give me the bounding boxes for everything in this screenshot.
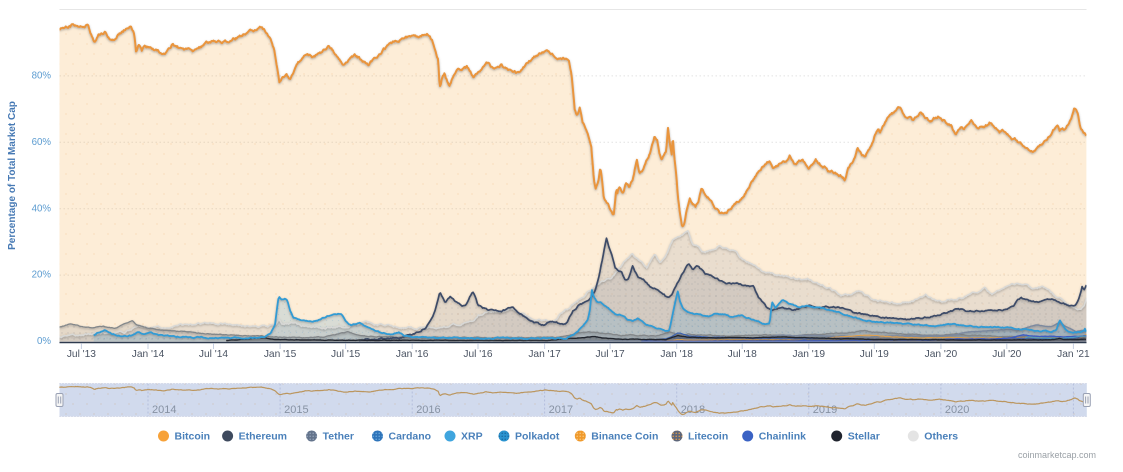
svg-text:Jul '19: Jul '19 bbox=[860, 349, 889, 360]
svg-text:Jan '17: Jan '17 bbox=[528, 349, 561, 360]
svg-text:Jul '18: Jul '18 bbox=[728, 349, 757, 360]
svg-text:Jul '13: Jul '13 bbox=[67, 349, 96, 360]
svg-text:2016: 2016 bbox=[416, 404, 440, 416]
svg-text:Tether: Tether bbox=[323, 431, 354, 443]
svg-text:Others: Others bbox=[924, 431, 958, 443]
svg-text:Jul '14: Jul '14 bbox=[199, 349, 228, 360]
svg-text:Cardano: Cardano bbox=[389, 431, 432, 443]
svg-text:2015: 2015 bbox=[284, 404, 308, 416]
svg-text:Binance Coin: Binance Coin bbox=[591, 431, 658, 443]
svg-text:2019: 2019 bbox=[813, 404, 837, 416]
svg-text:Stellar: Stellar bbox=[848, 431, 880, 443]
svg-text:Bitcoin: Bitcoin bbox=[175, 431, 211, 443]
svg-text:Jul '20: Jul '20 bbox=[992, 349, 1021, 360]
svg-text:Jan '15: Jan '15 bbox=[264, 349, 297, 360]
svg-text:60%: 60% bbox=[32, 137, 52, 148]
svg-text:Jul '15: Jul '15 bbox=[331, 349, 360, 360]
svg-text:Jan '21: Jan '21 bbox=[1057, 349, 1090, 360]
svg-text:XRP: XRP bbox=[461, 431, 483, 443]
svg-text:20%: 20% bbox=[32, 270, 52, 281]
svg-text:Percentage of Total Market Cap: Percentage of Total Market Cap bbox=[7, 101, 18, 250]
svg-text:Jul '17: Jul '17 bbox=[596, 349, 625, 360]
svg-text:2020: 2020 bbox=[945, 404, 969, 416]
svg-text:Polkadot: Polkadot bbox=[515, 431, 560, 443]
svg-text:Jan '20: Jan '20 bbox=[925, 349, 958, 360]
svg-text:2017: 2017 bbox=[549, 404, 573, 416]
svg-text:0%: 0% bbox=[37, 336, 51, 347]
svg-text:Chainlink: Chainlink bbox=[759, 431, 806, 443]
svg-text:Jan '14: Jan '14 bbox=[132, 349, 165, 360]
svg-text:Jan '16: Jan '16 bbox=[396, 349, 429, 360]
svg-text:Jan '18: Jan '18 bbox=[660, 349, 693, 360]
svg-text:40%: 40% bbox=[32, 203, 52, 214]
svg-text:80%: 80% bbox=[32, 71, 52, 82]
svg-text:Litecoin: Litecoin bbox=[688, 431, 728, 443]
svg-text:2014: 2014 bbox=[152, 404, 176, 416]
svg-text:Ethereum: Ethereum bbox=[239, 431, 287, 443]
svg-text:coinmarketcap.com: coinmarketcap.com bbox=[1018, 450, 1096, 460]
svg-text:Jan '19: Jan '19 bbox=[793, 349, 826, 360]
svg-text:Jul '16: Jul '16 bbox=[463, 349, 492, 360]
